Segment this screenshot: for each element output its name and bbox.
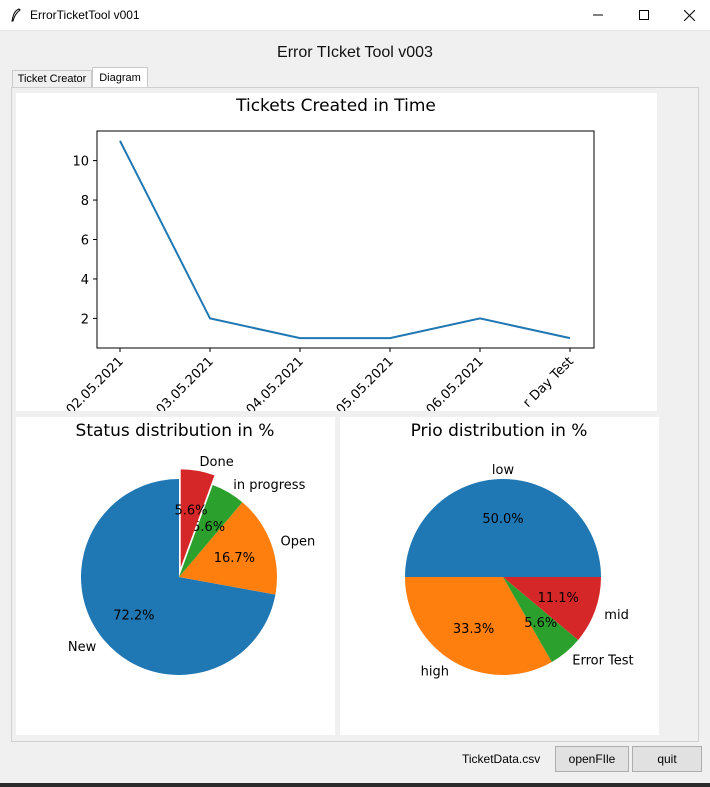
pie-title: Status distribution in % (76, 421, 275, 441)
series-line (119, 140, 571, 340)
y-tick-label: 4 (81, 273, 89, 288)
x-tick-label: 02.05.2021 (64, 354, 127, 411)
pie-pct-label: 50.0% (482, 512, 523, 527)
pie-slice (179, 502, 277, 595)
pie-slice (179, 484, 243, 577)
quit-button[interactable]: quit (632, 746, 702, 772)
pie-label: Done (200, 455, 234, 470)
maximize-button[interactable] (621, 0, 667, 30)
x-tick-label: 04.05.2021 (244, 354, 307, 411)
feather-icon (11, 8, 21, 22)
x-tick-label: 05.05.2021 (334, 354, 397, 411)
y-tick-label: 8 (81, 194, 89, 209)
x-tick-label: r Day Test (520, 354, 576, 410)
pie-label: mid (604, 608, 629, 623)
pie-slice (80, 479, 276, 675)
pie-pct-label: 11.1% (538, 591, 579, 606)
plot-frame (96, 130, 595, 349)
tab-diagram[interactable]: Diagram (92, 67, 148, 88)
pie-pct-label: 5.6% (174, 503, 207, 518)
pie-title: Prio distribution in % (411, 421, 588, 441)
maximize-icon (639, 10, 649, 20)
y-tick-label: 10 (72, 155, 89, 170)
minimize-icon (593, 14, 603, 16)
minimize-button[interactable] (575, 0, 621, 30)
pie-label: low (492, 463, 515, 478)
pie-pct-label: 5.6% (192, 520, 225, 535)
x-tick-label: 06.05.2021 (424, 354, 487, 411)
close-button[interactable] (666, 0, 710, 30)
pie-pct-label: 72.2% (113, 609, 154, 624)
pie-slice (405, 479, 601, 577)
x-tick-label: 03.05.2021 (154, 354, 217, 411)
y-tick-label: 2 (81, 312, 89, 327)
pie-label: New (68, 640, 97, 655)
pie-label: Open (280, 535, 315, 550)
status-pie-chart: Status distribution in % 72.2% New 16.7% Ope… (16, 417, 335, 735)
open-file-button[interactable]: openFIle (555, 746, 629, 772)
chart-title: Tickets Created in Time (235, 96, 436, 116)
line-chart: Tickets Created in Time 2 4 6 8 10 02.05.2021 0… (16, 93, 657, 411)
y-tick-label: 6 (81, 234, 89, 249)
window-title: ErrorTicketTool v001 (30, 8, 140, 22)
pie-pct-label: 33.3% (453, 622, 494, 637)
prio-pie-chart: Prio distribution in % 50.0% low 33.3% high 5… (340, 417, 659, 735)
pie-label: high (421, 664, 449, 679)
close-icon (683, 9, 695, 21)
pie-label: Error Test (572, 654, 633, 669)
window-titlebar: ErrorTicketTool v001 (0, 0, 710, 31)
pie-pct-label: 5.6% (524, 616, 557, 631)
file-name-label: TicketData.csv (462, 752, 541, 766)
pie-slice (405, 577, 552, 675)
pie-slice (503, 577, 579, 662)
pie-slice (503, 577, 601, 640)
pie-slice (180, 469, 215, 568)
page-title: Error TIcket Tool v003 (277, 44, 433, 61)
tab-ticket-creator[interactable]: Ticket Creator (12, 70, 92, 87)
pie-pct-label: 16.7% (214, 551, 255, 566)
taskbar-strip (0, 783, 710, 787)
pie-label: in progress (233, 478, 305, 493)
